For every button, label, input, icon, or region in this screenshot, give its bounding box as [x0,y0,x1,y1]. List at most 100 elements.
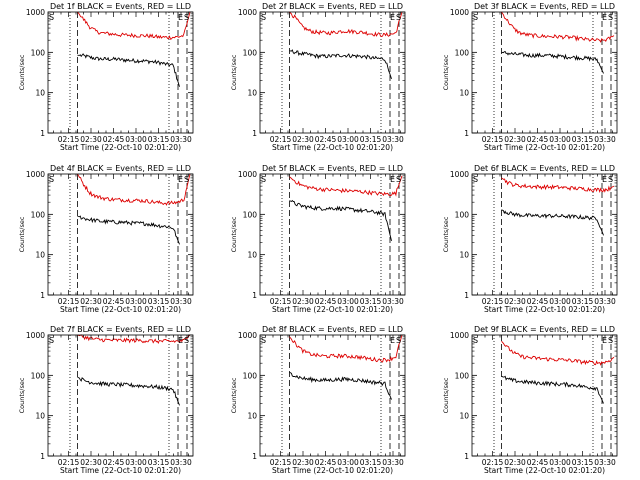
y-tick-label: 100 [243,210,258,219]
y-tick-label: 1 [40,291,45,300]
y-tick-label: 10 [459,89,469,98]
x-tick-label: 03:00 [125,458,147,467]
events-series-line [501,50,604,74]
x-tick-label: 03:30 [594,135,616,144]
x-tick-label: 02:15 [482,458,504,467]
x-tick-label: 03:00 [337,135,359,144]
y-tick-label: 10 [459,412,469,421]
y-tick-label: 100 [455,371,470,380]
marker-label-s: S [473,175,478,184]
x-tick-label: 03:30 [382,135,404,144]
x-tick-label: 02:15 [270,458,292,467]
x-tick-label: 02:15 [482,135,504,144]
chart-title: Det 6f BLACK = Events, RED = LLD [474,164,615,173]
marker-label-s: S [261,175,266,184]
marker-label-s: S [608,13,613,22]
plot-frame [47,173,194,296]
x-tick-label: 02:45 [315,135,337,144]
y-tick-label: 1000 [238,331,257,340]
marker-label-e: E [390,336,395,345]
events-series-line [501,209,604,236]
panel-det-4: Det 4f BLACK = Events, RED = LLD 1 10 100 10… [18,164,194,314]
y-tick-label: 1 [40,129,45,138]
y-axis-label: Counts/sec [18,54,26,90]
y-tick-label: 1 [464,129,469,138]
marker-label-s: S [49,336,54,345]
panel-det-6: Det 6f BLACK = Events, RED = LLD 1 10 100 10… [442,164,618,314]
x-axis-label: Start Time (22-Oct-10 02:01:20) [60,305,181,314]
lld-series-line [289,334,403,363]
x-tick-label: 03:30 [382,297,404,306]
y-tick-label: 100 [455,210,470,219]
y-axis-label: Counts/sec [18,377,26,413]
x-tick-label: 02:15 [482,297,504,306]
x-tick-label: 02:45 [315,297,337,306]
marker-label-e: E [390,13,395,22]
x-tick-label: 02:30 [292,135,314,144]
lld-series-line [77,173,191,206]
x-tick-label: 03:00 [125,135,147,144]
marker-label-s: S [184,13,189,22]
x-axis-label: Start Time (22-Oct-10 02:01:20) [60,143,181,152]
y-tick-label: 1 [464,291,469,300]
y-tick-label: 10 [35,89,45,98]
x-tick-label: 02:45 [527,458,549,467]
x-tick-label: 02:30 [80,135,102,144]
events-series-line [77,215,180,245]
y-axis-label: Counts/sec [18,216,26,252]
marker-label-s: S [261,13,266,22]
x-tick-label: 03:30 [170,297,192,306]
x-tick-label: 03:00 [337,297,359,306]
marker-label-s: S [396,13,401,22]
y-axis-label: Counts/sec [230,377,238,413]
lld-series-line [501,340,615,366]
marker-label-s: S [608,175,613,184]
chart-title: Det 3f BLACK = Events, RED = LLD [474,2,615,11]
panel-det-9: Det 9f BLACK = Events, RED = LLD 1 10 100 10… [442,325,618,475]
chart-title: Det 9f BLACK = Events, RED = LLD [474,325,615,334]
panel-det-8: Det 8f BLACK = Events, RED = LLD 1 10 100 10… [230,325,406,475]
chart-title: Det 5f BLACK = Events, RED = LLD [262,164,403,173]
chart-title: Det 4f BLACK = Events, RED = LLD [50,164,191,173]
x-tick-label: 02:30 [292,297,314,306]
chart-title: Det 2f BLACK = Events, RED = LLD [262,2,403,11]
x-tick-label: 02:15 [58,458,80,467]
plot-frame [259,11,406,134]
x-tick-label: 02:30 [504,135,526,144]
plot-frame [471,173,618,296]
y-tick-label: 1000 [450,170,469,179]
marker-label-e: E [602,175,607,184]
marker-label-s: S [184,175,189,184]
y-tick-label: 10 [35,412,45,421]
x-tick-label: 03:15 [148,297,170,306]
plot-frame [259,334,406,457]
panel-det-5: Det 5f BLACK = Events, RED = LLD 1 10 100 10… [230,164,406,314]
y-tick-label: 10 [247,412,257,421]
x-tick-label: 03:15 [148,458,170,467]
x-tick-label: 02:30 [504,458,526,467]
y-tick-label: 1 [252,452,257,461]
x-tick-label: 02:30 [80,297,102,306]
x-tick-label: 03:00 [549,135,571,144]
x-tick-label: 03:30 [594,458,616,467]
y-axis-label: Counts/sec [230,216,238,252]
marker-label-s: S [473,336,478,345]
y-tick-label: 1000 [26,8,45,17]
x-tick-label: 03:15 [572,135,594,144]
x-axis-label: Start Time (22-Oct-10 02:01:20) [484,305,605,314]
events-series-line [501,375,604,404]
x-tick-label: 02:30 [292,458,314,467]
chart-title: Det 8f BLACK = Events, RED = LLD [262,325,403,334]
y-axis-label: Counts/sec [442,54,450,90]
marker-label-e: E [390,175,395,184]
y-tick-label: 1 [464,452,469,461]
y-axis-label: Counts/sec [230,54,238,90]
x-tick-label: 02:45 [103,297,125,306]
x-tick-label: 02:15 [58,135,80,144]
plot-frame [471,334,618,457]
events-series-line [77,53,180,87]
x-tick-label: 02:30 [80,458,102,467]
y-tick-label: 1000 [238,8,257,17]
panel-det-3: Det 3f BLACK = Events, RED = LLD 1 10 100 10… [442,2,618,152]
x-tick-label: 02:30 [504,297,526,306]
